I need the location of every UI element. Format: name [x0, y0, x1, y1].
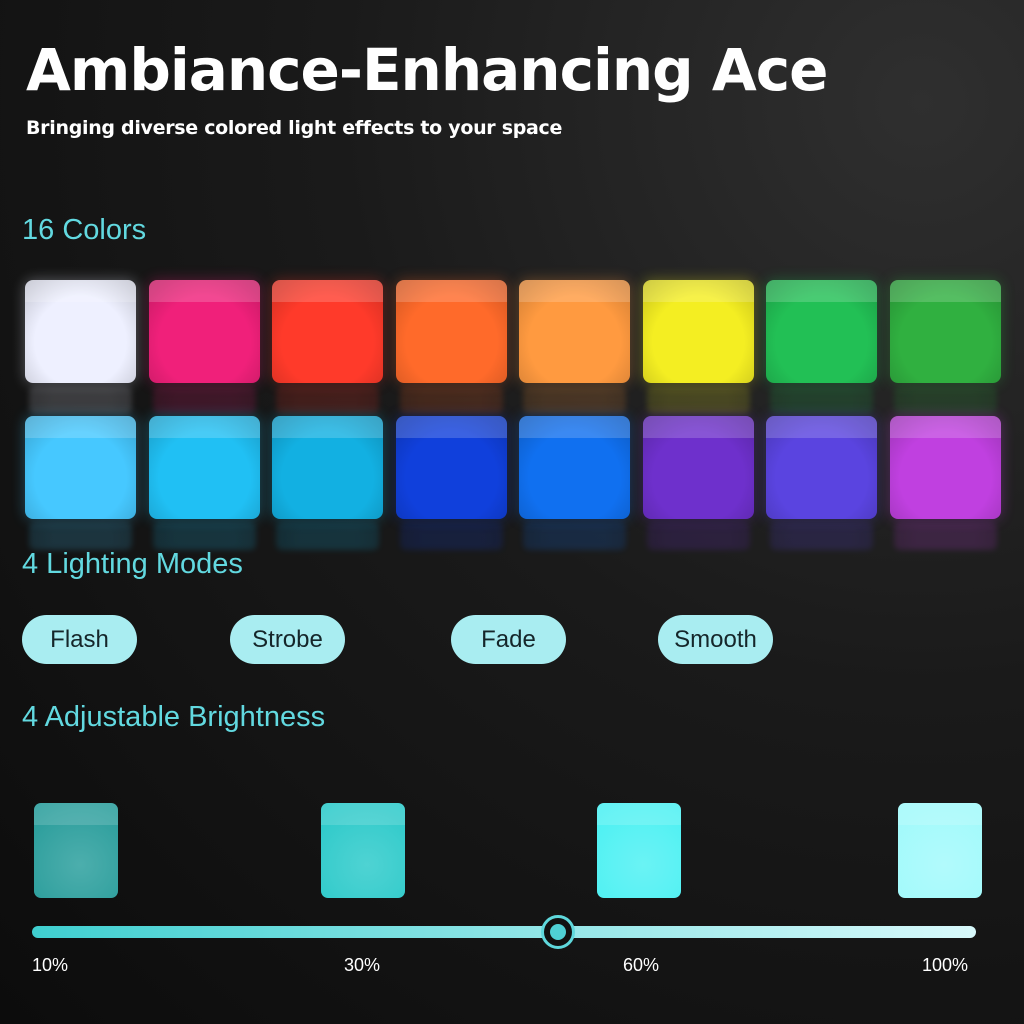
brightness-heading: 4 Adjustable Brightness	[22, 701, 326, 733]
color-cube	[272, 280, 383, 383]
brightness-cube-60	[597, 803, 681, 898]
level-label: 60%	[623, 955, 660, 975]
color-cube	[642, 280, 754, 383]
level-label: 30%	[344, 955, 381, 975]
brightness-cube-100	[898, 803, 982, 898]
color-cube	[148, 280, 260, 383]
color-cube	[519, 280, 630, 383]
mode-fade: Fade	[451, 615, 566, 664]
color-cube	[148, 416, 260, 519]
mode-flash: Flash	[22, 615, 137, 664]
brightness-cube-30	[321, 803, 405, 898]
brightness-slider-handle	[541, 915, 576, 949]
modes-heading: 4 Lighting Modes	[22, 548, 243, 580]
color-cube	[272, 416, 383, 519]
color-cube	[766, 416, 877, 519]
mode-smooth: Smooth	[658, 615, 773, 664]
brightness-cube-10	[34, 803, 118, 898]
color-cube	[395, 416, 507, 519]
handle-dot	[550, 924, 567, 940]
color-cube	[25, 280, 136, 383]
mode-strobe: Strobe	[230, 615, 345, 664]
color-cube	[395, 280, 507, 383]
color-cube	[889, 416, 1001, 519]
color-cube	[889, 280, 1001, 383]
color-cube	[519, 416, 630, 519]
subtitle: Bringing diverse colored light effects t…	[26, 117, 563, 139]
color-cube	[25, 416, 136, 519]
brightness-slider-track	[32, 926, 976, 938]
level-label: 100%	[922, 955, 969, 975]
color-cube	[642, 416, 754, 519]
colors-heading: 16 Colors	[22, 214, 147, 246]
color-cube	[766, 280, 877, 383]
level-label: 10%	[32, 955, 69, 975]
page-title: Ambiance-Enhancing Ace	[26, 36, 828, 104]
